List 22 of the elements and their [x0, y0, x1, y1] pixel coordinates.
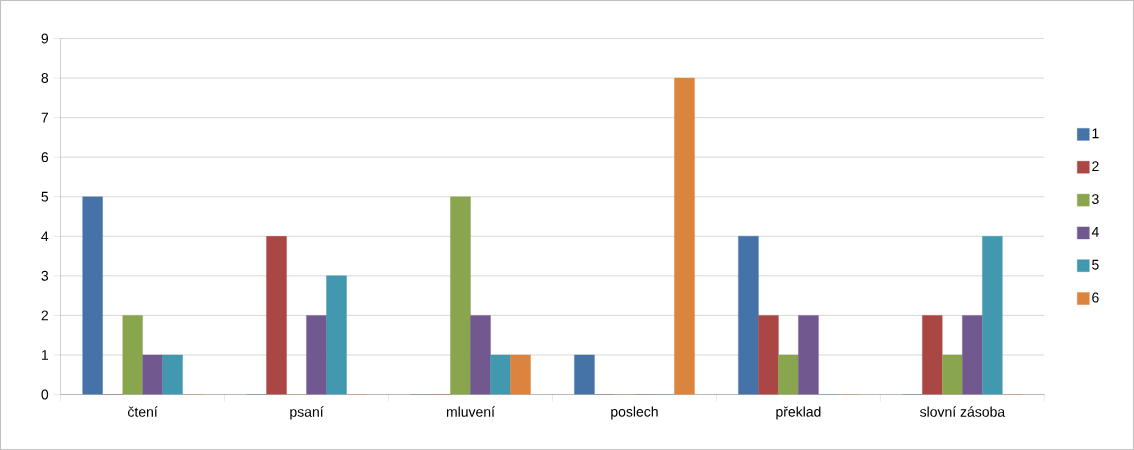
legend-label: 3 — [1092, 194, 1099, 205]
x-tick-label: překlad — [776, 406, 821, 420]
x-tick-label: slovní zásoba — [920, 406, 1006, 417]
legend-label: 4 — [1091, 227, 1099, 237]
y-tick-label: 0 — [41, 389, 49, 400]
y-tick-label: 8 — [41, 73, 49, 83]
legend-label: 5 — [1092, 259, 1099, 270]
x-tick-label: psaní — [290, 406, 324, 420]
y-tick-label: 3 — [41, 270, 49, 281]
x-tick-label: mluvení — [446, 406, 495, 417]
legend-label: 1 — [1092, 128, 1099, 139]
x-tick-label: poslech — [611, 406, 658, 420]
y-tick-label: 2 — [41, 310, 48, 321]
y-tick-label: 4 — [41, 231, 49, 242]
y-tick-label: 6 — [41, 152, 49, 163]
y-tick-label: 1 — [41, 350, 49, 360]
legend-label: 2 — [1092, 161, 1099, 172]
legend-label: 6 — [1092, 292, 1099, 303]
y-tick-label: 5 — [41, 191, 49, 202]
y-tick-label: 9 — [41, 33, 49, 44]
y-tick-label: 7 — [41, 112, 48, 123]
x-tick-label: čtení — [127, 406, 158, 417]
